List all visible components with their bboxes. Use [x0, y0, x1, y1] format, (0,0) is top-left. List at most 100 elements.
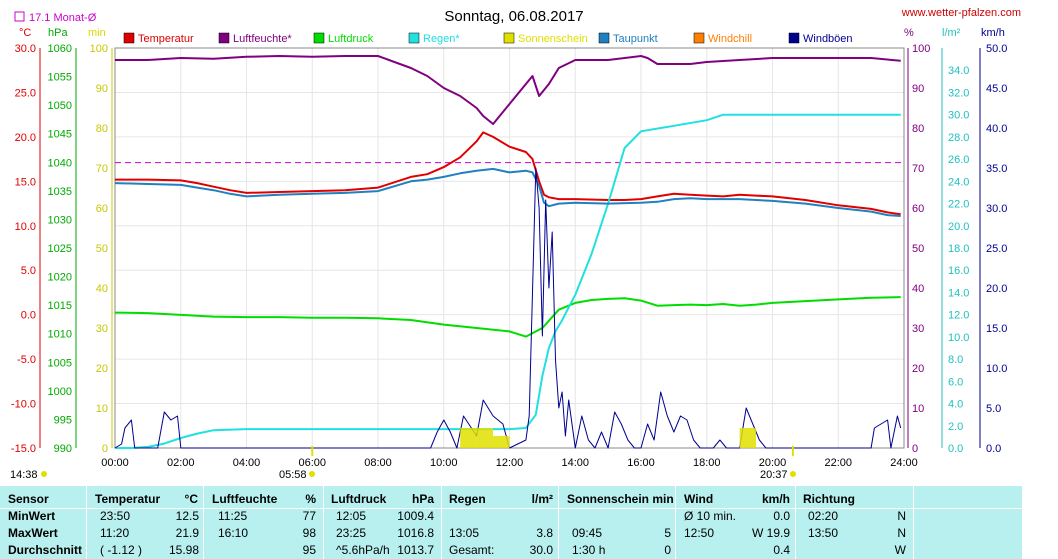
- x-tick-label: 06:00: [298, 457, 326, 469]
- cell-temp-val: 21.9: [175, 526, 199, 540]
- y-tick-pressure_hpa: 1020: [48, 272, 72, 284]
- legend-label: Regen*: [423, 33, 460, 45]
- cell-temp-time: 23:50: [100, 509, 131, 523]
- y-tick-sun_min: 30: [96, 323, 108, 335]
- legend-label: Windchill: [708, 33, 752, 45]
- x-tick-label: 02:00: [167, 457, 195, 469]
- y-tick-rain_lm2: 12.0: [948, 310, 969, 322]
- chart-axes: 00:00 02:00 04:00 06:00 08:00 10:00 12:00 14:00…: [11, 43, 1008, 469]
- legend-item: Windchill: [693, 32, 752, 45]
- header-sun: Sonnenschein min: [567, 492, 674, 506]
- cell-press-val: 1013.7: [397, 543, 434, 557]
- legend-label: Windböen: [803, 33, 853, 45]
- y-tick-temp_c: 5.0: [21, 265, 36, 277]
- cell-press-time: 12:05: [336, 509, 367, 523]
- header-temp-unit: °C: [184, 492, 198, 506]
- y-tick-pressure_hpa: 1015: [48, 300, 72, 312]
- y-tick-wind_kmh: 30.0: [986, 203, 1007, 215]
- unit-lm2: l/m²: [942, 27, 961, 39]
- cell-sun-time: 09:45: [572, 526, 603, 540]
- legend-label: Luftfeuchte*: [233, 33, 292, 45]
- y-tick-pressure_hpa: 1055: [48, 72, 72, 84]
- unit-min: min: [88, 27, 106, 39]
- y-tick-rain_lm2: 16.0: [948, 265, 969, 277]
- unit-celsius: °C: [19, 27, 31, 39]
- y-tick-pressure_hpa: 1045: [48, 129, 72, 141]
- monthly-avg-icon: [14, 11, 25, 22]
- y-tick-humidity_pct: 80: [912, 123, 924, 135]
- cell-press-val: 1016.8: [397, 526, 434, 540]
- y-tick-humidity_pct: 70: [912, 163, 924, 175]
- cell-sun-val: 5: [664, 526, 671, 540]
- x-tick-label: 10:00: [430, 457, 458, 469]
- y-tick-wind_kmh: 15.0: [986, 323, 1007, 335]
- chart-grid: [114, 47, 905, 449]
- chart-legend: Temperatur Luftfeuchte* Luftdruck Regen* Son…: [123, 32, 853, 45]
- sunshine-bar: [460, 428, 477, 448]
- y-tick-rain_lm2: 30.0: [948, 110, 969, 122]
- website-link[interactable]: www.wetter-pfalzen.com: [901, 7, 1021, 19]
- cell-wind-time: Ø 10 min.: [684, 509, 737, 523]
- header-hum: Luftfeuchte: [212, 492, 278, 506]
- y-tick-temp_c: -10.0: [11, 399, 36, 411]
- sunrise-dot-icon: [309, 471, 315, 477]
- row-label: Durchschnitt: [8, 543, 83, 557]
- y-tick-humidity_pct: 30: [912, 323, 924, 335]
- monthly-avg-label: 17.1 Monat-Ø: [29, 12, 97, 24]
- y-tick-temp_c: 0.0: [21, 310, 36, 322]
- legend-swatch: [598, 32, 610, 44]
- y-tick-humidity_pct: 60: [912, 203, 924, 215]
- x-tick-label: 00:00: [101, 457, 129, 469]
- legend-swatch: [218, 32, 230, 44]
- legend-item: Taupunkt: [598, 32, 658, 45]
- sunset-label: 20:37: [760, 469, 788, 481]
- y-tick-humidity_pct: 10: [912, 403, 924, 415]
- stats-table: Sensor Temperatur °C Luftfeuchte% Luftdruck h…: [0, 486, 1022, 559]
- unit-percent: %: [904, 27, 914, 39]
- y-tick-sun_min: 60: [96, 203, 108, 215]
- y-tick-rain_lm2: 28.0: [948, 132, 969, 144]
- header-rain: Regen: [449, 492, 486, 506]
- y-tick-rain_lm2: 20.0: [948, 221, 969, 233]
- legend-item: Sonnenschein: [503, 32, 588, 45]
- header-wind: Wind: [684, 492, 714, 506]
- sunset-dot-icon: [790, 471, 796, 477]
- y-tick-rain_lm2: 4.0: [948, 399, 963, 411]
- y-tick-sun_min: 0: [102, 443, 108, 455]
- legend-label: Temperatur: [138, 33, 194, 45]
- y-tick-pressure_hpa: 990: [54, 443, 72, 455]
- cell-hum-time: 11:25: [218, 509, 248, 523]
- y-tick-pressure_hpa: 1000: [48, 386, 72, 398]
- y-tick-wind_kmh: 35.0: [986, 163, 1007, 175]
- y-tick-wind_kmh: 0.0: [986, 443, 1001, 455]
- unit-hpa: hPa: [48, 27, 68, 39]
- table-row-divider: [0, 508, 1022, 509]
- chart-title: Sonntag, 06.08.2017: [444, 8, 583, 25]
- legend-swatch: [788, 32, 800, 44]
- cell-sun-time: 1:30 h: [572, 543, 606, 557]
- legend-label: Taupunkt: [613, 33, 658, 45]
- legend-item: Windböen: [788, 32, 853, 45]
- y-tick-pressure_hpa: 1035: [48, 186, 72, 198]
- y-tick-rain_lm2: 24.0: [948, 176, 969, 188]
- legend-item: Temperatur: [123, 32, 194, 45]
- cell-press-time: ^5.6hPa/h: [336, 543, 390, 557]
- x-tick-label: 12:00: [496, 457, 524, 469]
- legend-swatch: [123, 32, 135, 44]
- table-col-divider: [203, 486, 204, 559]
- y-tick-humidity_pct: 90: [912, 83, 924, 95]
- y-tick-temp_c: 10.0: [15, 221, 36, 233]
- cell-sun-val: 0: [664, 543, 671, 557]
- table-col-divider: [558, 486, 559, 559]
- y-tick-rain_lm2: 8.0: [948, 354, 963, 366]
- cell-rain-val: 30.0: [529, 543, 553, 557]
- series-line-regen: [115, 113, 901, 449]
- sunshine-bar: [493, 436, 510, 448]
- x-tick-label: 18:00: [693, 457, 721, 469]
- y-tick-rain_lm2: 32.0: [948, 87, 969, 99]
- y-tick-temp_c: 30.0: [15, 43, 36, 55]
- y-tick-sun_min: 10: [96, 403, 108, 415]
- y-tick-wind_kmh: 5.0: [986, 403, 1001, 415]
- cell-rain-time: 13:05: [449, 526, 480, 540]
- y-tick-pressure_hpa: 1010: [48, 329, 72, 341]
